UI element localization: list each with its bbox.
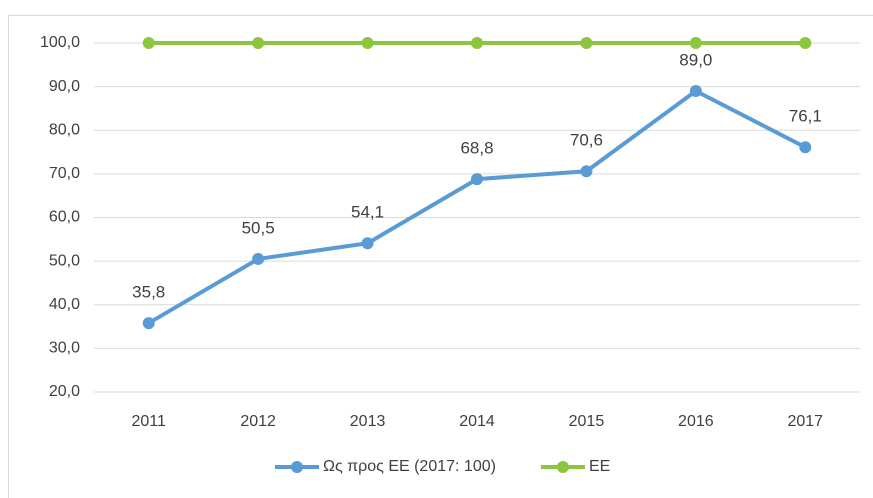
legend-marker bbox=[291, 461, 303, 473]
x-tick-label: 2012 bbox=[240, 413, 276, 430]
x-tick-label: 2014 bbox=[459, 413, 495, 430]
y-tick-label: 80,0 bbox=[49, 121, 80, 138]
data-point bbox=[361, 37, 374, 49]
x-tick-label: 2011 bbox=[132, 413, 167, 430]
y-tick-label: 40,0 bbox=[49, 296, 80, 313]
y-tick-label: 60,0 bbox=[49, 209, 80, 226]
data-label: 89,0 bbox=[679, 50, 712, 69]
y-tick-label: 70,0 bbox=[49, 165, 80, 182]
chart-frame bbox=[8, 15, 873, 498]
data-point bbox=[799, 37, 812, 49]
data-label: 70,6 bbox=[570, 131, 603, 150]
data-point bbox=[252, 37, 265, 49]
x-tick-label: 2017 bbox=[787, 413, 823, 430]
legend-marker bbox=[556, 461, 569, 473]
legend-label: Ως προς ΕΕ (2017: 100) bbox=[323, 458, 496, 475]
data-point bbox=[799, 141, 812, 154]
y-tick-label: 50,0 bbox=[49, 252, 80, 269]
data-point bbox=[252, 252, 265, 265]
data-point bbox=[689, 37, 702, 49]
data-point bbox=[580, 165, 593, 178]
data-label: 68,8 bbox=[460, 139, 493, 158]
data-point bbox=[142, 317, 155, 330]
data-label: 54,1 bbox=[351, 203, 384, 222]
data-point bbox=[471, 37, 483, 49]
data-label: 50,5 bbox=[242, 218, 275, 237]
y-tick-label: 20,0 bbox=[49, 383, 80, 400]
data-point bbox=[471, 173, 483, 186]
y-tick-label: 90,0 bbox=[49, 78, 80, 95]
data-label: 35,8 bbox=[132, 283, 165, 302]
data-point bbox=[580, 37, 593, 49]
y-tick-label: 100,0 bbox=[40, 34, 80, 51]
x-tick-label: 2016 bbox=[678, 413, 714, 430]
data-point bbox=[142, 37, 155, 49]
data-point bbox=[361, 237, 374, 250]
data-point bbox=[689, 84, 702, 97]
data-label: 76,1 bbox=[789, 107, 822, 126]
x-tick-label: 2015 bbox=[569, 413, 605, 430]
y-tick-label: 30,0 bbox=[49, 340, 80, 357]
x-tick-label: 2013 bbox=[350, 413, 386, 430]
legend-label: ΕΕ bbox=[589, 458, 610, 475]
